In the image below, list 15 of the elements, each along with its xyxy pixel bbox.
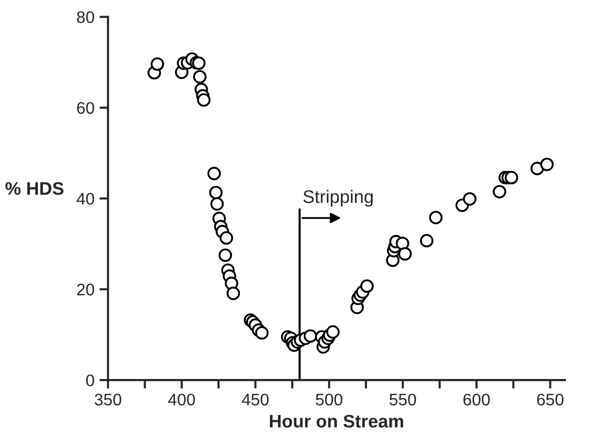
x-tick-label: 650: [537, 394, 564, 406]
y-tick-label: 20: [77, 284, 94, 296]
annotation: Stripping: [303, 190, 373, 207]
x-tick-label: 450: [242, 394, 269, 406]
x-tick-label: 600: [463, 394, 490, 406]
x-axis-title: Hour on Stream: [270, 414, 404, 428]
x-tick-label: 350: [94, 394, 122, 406]
x-tick-label: 550: [390, 394, 416, 406]
y-tick-label: 0: [86, 374, 94, 386]
y-tick-label: 40: [76, 192, 94, 205]
y-tick-label: 80: [76, 11, 94, 24]
x-tick-label: 500: [316, 394, 342, 406]
y-axis-title: % HDS: [5, 182, 64, 195]
x-tick-label: 400: [168, 394, 195, 406]
y-tick-label: 60: [77, 102, 94, 114]
